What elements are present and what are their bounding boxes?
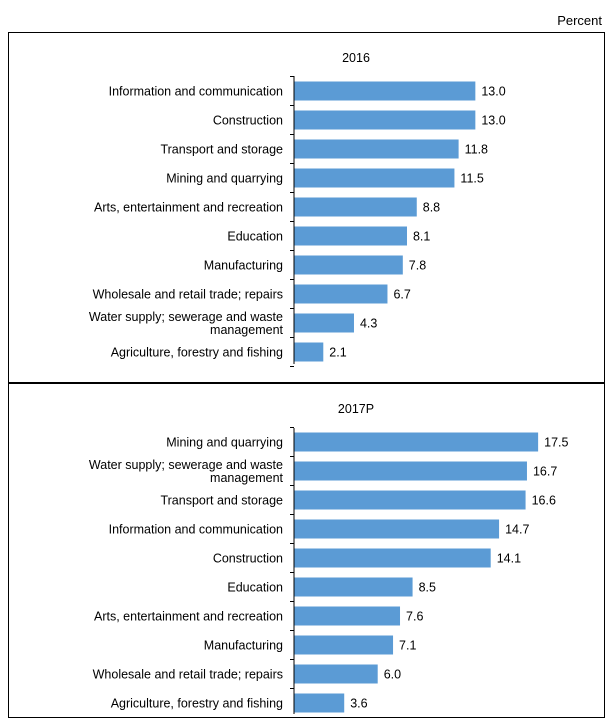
category-label: Education — [227, 581, 283, 595]
category-label: Mining and quarrying — [166, 172, 283, 186]
category-label: Mining and quarrying — [166, 436, 283, 450]
bar — [294, 664, 378, 684]
category-label: Manufacturing — [204, 259, 283, 273]
category-label: Information and communication — [109, 523, 283, 537]
bar — [294, 432, 539, 452]
panel-title: 2016 — [342, 51, 370, 65]
category-label: Construction — [213, 552, 283, 566]
category-label: Construction — [213, 114, 283, 128]
bar — [294, 81, 476, 101]
bar — [294, 226, 407, 246]
bar — [294, 110, 476, 130]
bar — [294, 606, 401, 626]
category-label: Arts, entertainment and recreation — [94, 201, 283, 215]
data-label: 13.0 — [481, 85, 505, 99]
bar — [294, 490, 526, 510]
data-label: 8.5 — [419, 581, 436, 595]
panel-title: 2017P — [338, 402, 374, 416]
category-label: Education — [227, 230, 283, 244]
data-label: 11.8 — [465, 143, 488, 157]
category-label: Arts, entertainment and recreation — [94, 610, 283, 624]
data-label: 14.1 — [497, 552, 521, 566]
bar — [294, 461, 527, 481]
data-label: 11.5 — [460, 172, 483, 186]
category-label: Information and communication — [109, 85, 283, 99]
category-label-line2: management — [210, 323, 283, 337]
category-label: Agriculture, forestry and fishing — [111, 346, 283, 360]
bar — [294, 342, 324, 362]
data-label: 6.0 — [384, 668, 401, 682]
data-label: 7.1 — [399, 639, 416, 653]
category-label: Wholesale and retail trade; repairs — [93, 668, 283, 682]
bar — [294, 635, 394, 655]
data-label: 17.5 — [544, 436, 568, 450]
category-label: Agriculture, forestry and fishing — [111, 697, 283, 711]
bar — [294, 519, 500, 539]
data-label: 3.6 — [350, 697, 367, 711]
data-label: 8.8 — [423, 201, 440, 215]
data-label: 16.6 — [532, 494, 556, 508]
data-label: 8.1 — [413, 230, 430, 244]
category-label: Transport and storage — [160, 143, 283, 157]
bar — [294, 168, 455, 188]
category-label: Wholesale and retail trade; repairs — [93, 288, 283, 302]
data-label: 4.3 — [360, 317, 377, 331]
data-label: 6.7 — [393, 288, 410, 302]
data-label: 16.7 — [533, 465, 557, 479]
bar — [294, 255, 403, 275]
bar — [294, 284, 388, 304]
category-label: Water supply; sewerage and waste — [89, 310, 283, 324]
category-label: Transport and storage — [160, 494, 283, 508]
bar — [294, 577, 413, 597]
bar — [294, 197, 417, 217]
data-label: 7.8 — [409, 259, 426, 273]
unit-label: Percent — [557, 13, 602, 28]
panel-frame — [8, 32, 605, 383]
data-label: 13.0 — [481, 114, 505, 128]
bar — [294, 548, 491, 568]
data-label: 14.7 — [505, 523, 529, 537]
bar — [294, 313, 354, 333]
data-label: 7.6 — [406, 610, 423, 624]
data-label: 2.1 — [329, 346, 346, 360]
category-label-line2: management — [210, 471, 283, 485]
category-label: Water supply; sewerage and waste — [89, 458, 283, 472]
category-label: Manufacturing — [204, 639, 283, 653]
bar — [294, 139, 459, 159]
bar — [294, 693, 345, 713]
